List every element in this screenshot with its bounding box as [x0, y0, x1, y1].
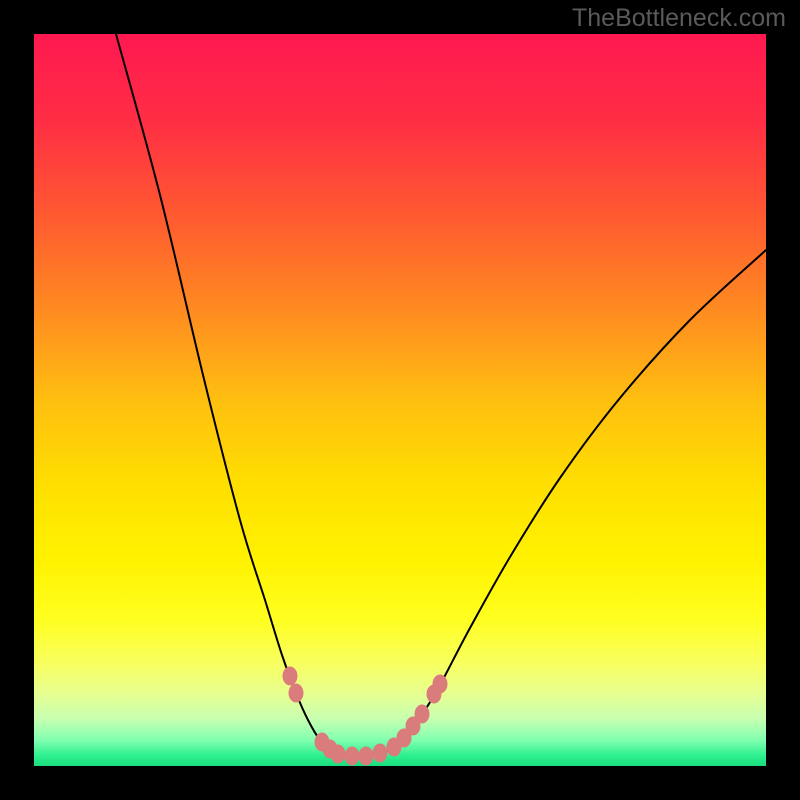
- highlight-dot: [373, 744, 387, 762]
- watermark-text: TheBottleneck.com: [572, 4, 786, 33]
- bottleneck-curve: [116, 34, 766, 755]
- highlight-dot: [359, 747, 373, 765]
- highlight-dot: [331, 745, 345, 763]
- highlight-dot: [289, 684, 303, 702]
- highlight-dot: [345, 747, 359, 765]
- highlight-dot: [415, 705, 429, 723]
- chart-curve-layer: [0, 0, 800, 800]
- highlight-dot: [433, 675, 447, 693]
- highlight-dot: [283, 667, 297, 685]
